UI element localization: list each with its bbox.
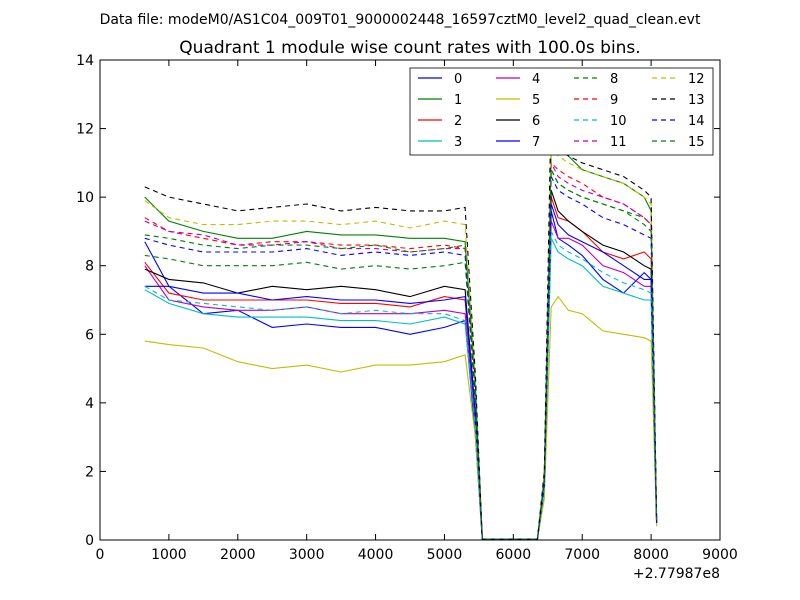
plot-frame xyxy=(99,59,721,541)
chart-title: Quadrant 1 module wise count rates with … xyxy=(179,38,640,58)
series-line-5 xyxy=(144,295,658,540)
y-tick-label: 6 xyxy=(85,327,94,343)
legend-label-15: 15 xyxy=(688,135,705,150)
legend-label-13: 13 xyxy=(688,93,705,108)
legend-label-8: 8 xyxy=(610,72,618,87)
legend-label-10: 10 xyxy=(610,114,627,129)
legend-label-4: 4 xyxy=(532,72,540,87)
y-tick-label: 10 xyxy=(76,190,94,206)
y-tick-label: 2 xyxy=(85,464,94,480)
legend-label-11: 11 xyxy=(610,135,627,150)
x-tick-label: 2000 xyxy=(220,547,256,563)
x-tick-label: 8000 xyxy=(633,547,669,563)
x-tick-label: 3000 xyxy=(289,547,325,563)
series-layer xyxy=(144,101,658,540)
y-tick-label: 12 xyxy=(76,122,94,138)
x-tick-label: 5000 xyxy=(427,547,463,563)
series-line-12 xyxy=(144,142,658,540)
series-line-7 xyxy=(144,203,658,540)
x-tick-label: 1000 xyxy=(151,547,187,563)
legend-label-12: 12 xyxy=(688,72,705,87)
legend-label-2: 2 xyxy=(454,114,462,129)
figure-suptitle: Data file: modeM0/AS1C04_009T01_90000024… xyxy=(100,12,701,28)
legend-label-7: 7 xyxy=(532,135,540,150)
series-line-15 xyxy=(144,169,658,540)
legend-label-14: 14 xyxy=(688,114,705,129)
y-tick-label: 0 xyxy=(85,533,94,549)
y-tick-label: 4 xyxy=(85,396,94,412)
y-tick-label: 8 xyxy=(85,259,94,275)
legend-label-3: 3 xyxy=(454,135,462,150)
legend-label-6: 6 xyxy=(532,114,540,129)
legend-label-9: 9 xyxy=(610,93,618,108)
legend-label-1: 1 xyxy=(454,93,462,108)
x-tick-label: 4000 xyxy=(358,547,394,563)
axis-ticks: 0 1000 2000 3000 4000 5000 6000 7000 8000 9000 0 2 4… xyxy=(76,53,738,563)
x-tick-label: 9000 xyxy=(702,547,738,563)
y-tick-label: 14 xyxy=(76,53,94,69)
x-offset-label: +2.77987e8 xyxy=(633,566,720,582)
legend-label-5: 5 xyxy=(532,93,540,108)
legend-label-0: 0 xyxy=(454,72,462,87)
series-line-13 xyxy=(144,101,658,540)
x-tick-label: 7000 xyxy=(564,547,600,563)
x-tick-label: 6000 xyxy=(496,547,532,563)
x-tick-label: 0 xyxy=(96,547,105,563)
series-line-10 xyxy=(144,231,658,540)
